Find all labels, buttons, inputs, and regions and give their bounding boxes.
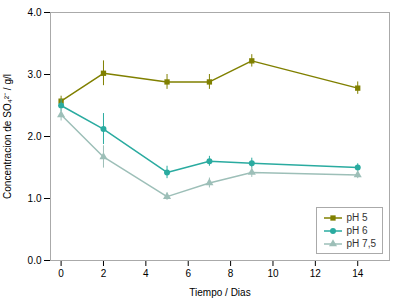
svg-text:1.0: 1.0 [28,193,42,204]
svg-text:Concentracion de SO₄²⁻ / g/l: Concentracion de SO₄²⁻ / g/l [2,74,13,199]
svg-text:4.0: 4.0 [28,7,42,18]
svg-text:Tiempo / Dias: Tiempo / Dias [189,287,250,298]
svg-text:0.0: 0.0 [28,255,42,266]
html-text:pH 6: pH 6 [346,225,368,236]
svg-text:2: 2 [101,268,107,279]
svg-text:4: 4 [143,268,149,279]
html-text:pH 7,5: pH 7,5 [346,238,376,249]
svg-text:0: 0 [58,268,64,279]
svg-text:6: 6 [185,268,191,279]
svg-text:3.0: 3.0 [28,69,42,80]
svg-text:8: 8 [228,268,234,279]
svg-text:12: 12 [310,268,322,279]
svg-text:10: 10 [267,268,279,279]
svg-text:2.0: 2.0 [28,131,42,142]
svg-text:14: 14 [352,268,364,279]
html-text:pH 5: pH 5 [346,212,368,223]
